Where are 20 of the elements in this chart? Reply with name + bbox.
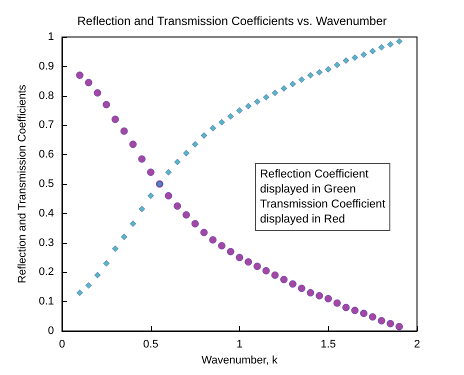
y-tick-label: 0.4 [38, 207, 54, 220]
y-tick-label: 0 [48, 325, 54, 337]
y-tick-label: 0.3 [38, 236, 54, 249]
annotation: Reflection Coefficient displayed in Green Transmission Coefficient displayed in Red [260, 168, 386, 226]
y-tick-label: 0.6 [38, 148, 54, 161]
x-tick-label: 1.5 [320, 338, 336, 350]
y-tick-label: 0.2 [38, 266, 54, 278]
x-axis-title: Wavenumber, k [201, 354, 278, 366]
y-axis-title: Reflection and Transmission Coefficients [16, 84, 28, 284]
x-tick-label: 0 [58, 338, 66, 350]
y-tick-label: 0.7 [38, 119, 54, 132]
x-tick-label: 2 [414, 338, 420, 350]
chart-title: Reflection and Transmission Coefficients vs. Wavenumber [77, 14, 387, 28]
y-tick-label: 1 [48, 31, 54, 43]
x-tick-label: 1 [236, 338, 243, 350]
y-tick-label: 0.8 [38, 90, 54, 102]
y-tick-label: 0.5 [38, 178, 54, 190]
x-tick-label: 0.5 [143, 338, 158, 350]
y-tick-label: 0.9 [38, 60, 54, 72]
y-tick-label: 0.1 [38, 296, 54, 308]
